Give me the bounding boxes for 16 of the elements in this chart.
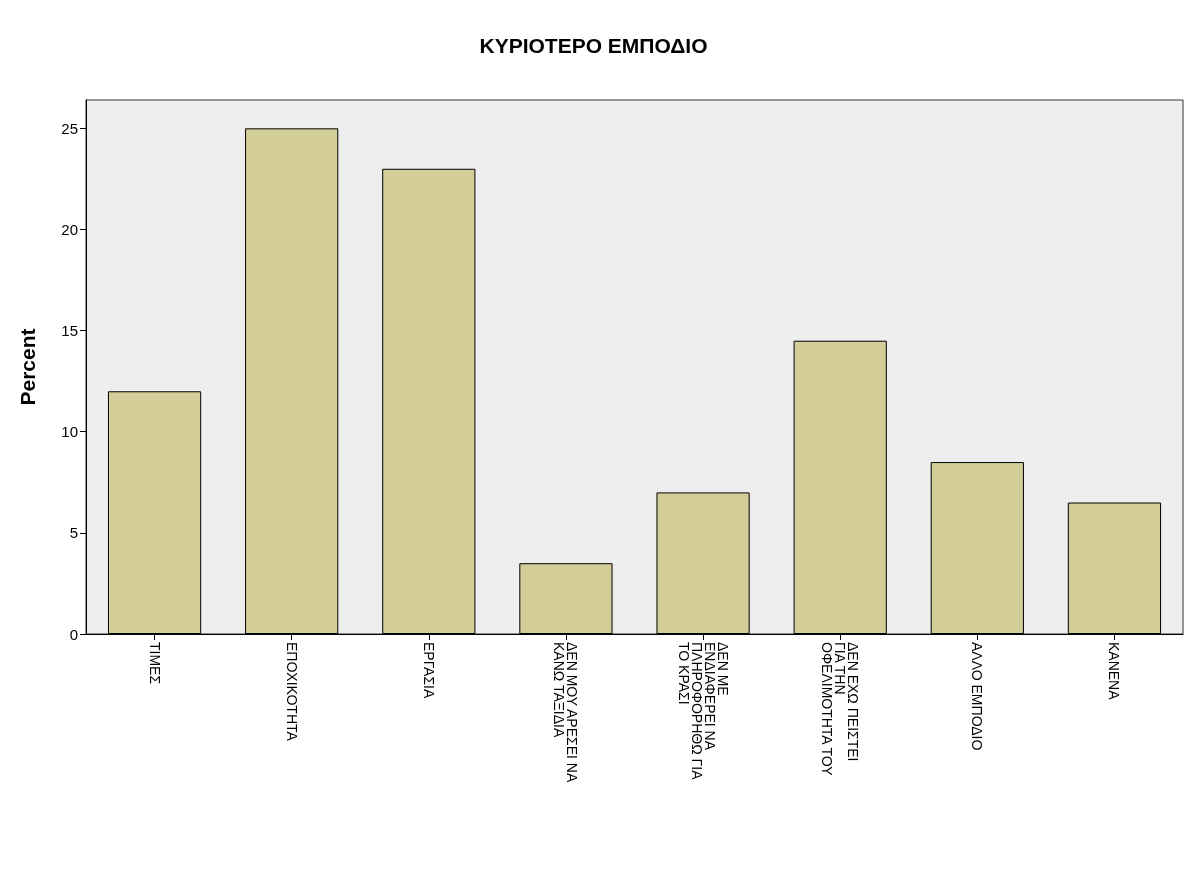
x-tick-label: ΔΕΝ ΜΟΥ ΑΡΕΣΕΙ ΝΑ ΚΑΝΩ ΤΑΞΙΔΙΑ [551,642,581,786]
x-tick-label: ΚΑΝΕΝΑ [1106,642,1123,701]
x-tick-label: ΤΙΜΕΣ [146,642,163,685]
y-tick-label: 0 [69,625,78,643]
y-tick-label: 15 [61,322,78,340]
x-tick-label: ΑΛΛΟ ΕΜΠΟΔΙΟ [969,642,986,751]
y-tick-label: 20 [61,220,78,238]
y-tick-label: 10 [61,423,78,441]
y-axis-title: Percent [16,328,39,406]
x-tick-label: ΔΕΝ ΜΕ ΕΝΔΙΑΦΕΡΕΙ ΝΑ ΠΛΗΡΟΦΟΡΗΘΩ ΓΙΑ ΤΟ ΚΡΑΣΙ [675,642,731,783]
x-tick-label: ΕΡΓΑΣΙΑ [420,642,437,699]
y-tick-label: 25 [61,119,78,137]
x-tick-label: ΔΕΝ ΕΧΩ ΠΕΙΣΤΕΙ ΓΙΑ ΤΗΝ ΟΦΕΛΙΜΟΤΗΤΑ ΤΟΥ [819,642,862,777]
y-tick-label: 5 [69,524,78,542]
x-tick-label: ΕΠΟΧΙΚΟΤΗΤΑ [283,642,300,742]
chart-title: ΚΥΡΙΟΤΕΡΟ ΕΜΠΟΔΙΟ [479,34,708,57]
